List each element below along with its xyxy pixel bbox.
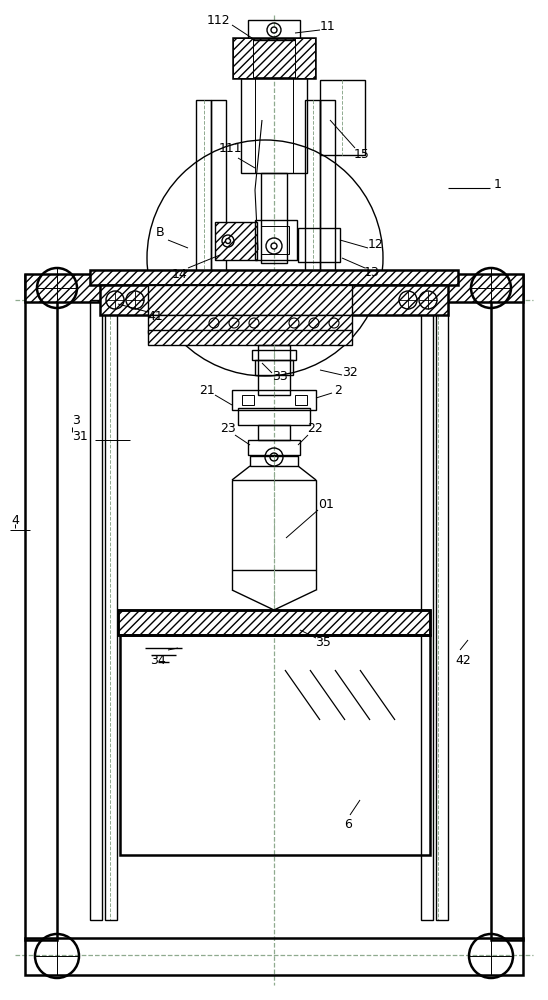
Bar [421, 300, 433, 920]
Bar [295, 38, 315, 78]
Bar [148, 315, 352, 333]
Bar [248, 440, 300, 455]
Bar [90, 300, 102, 920]
Text: 13: 13 [364, 265, 380, 278]
Text: 11: 11 [320, 20, 336, 33]
Bar [261, 226, 289, 254]
Bar [233, 38, 253, 78]
Bar [118, 610, 430, 635]
Bar [436, 300, 448, 920]
Bar [298, 228, 340, 262]
Bar [215, 222, 257, 260]
Bar [248, 20, 300, 40]
Bar [233, 38, 315, 78]
Bar [90, 270, 458, 285]
Bar [232, 480, 316, 570]
Bar [305, 100, 320, 300]
Bar [241, 78, 307, 173]
Text: 14: 14 [172, 268, 188, 282]
Text: 2: 2 [334, 383, 342, 396]
Bar [261, 173, 287, 263]
Bar [118, 610, 430, 635]
Text: 15: 15 [354, 148, 370, 161]
Bar [255, 360, 293, 375]
Bar [491, 275, 523, 940]
Bar [232, 390, 316, 410]
Text: B: B [156, 227, 164, 239]
Text: 23: 23 [220, 422, 236, 434]
Circle shape [225, 238, 231, 243]
Bar [255, 220, 297, 260]
Text: 32: 32 [342, 365, 358, 378]
Bar [25, 938, 523, 975]
Bar [148, 285, 352, 315]
Text: 31: 31 [72, 430, 88, 444]
Bar [25, 275, 57, 940]
Bar [148, 330, 352, 345]
Text: 35: 35 [315, 636, 331, 648]
Bar [295, 395, 307, 405]
Text: 3: 3 [72, 414, 80, 426]
Text: 112: 112 [206, 13, 230, 26]
Circle shape [271, 27, 277, 33]
Bar [25, 274, 523, 302]
Text: 1: 1 [494, 178, 502, 192]
Text: 6: 6 [344, 818, 352, 832]
Bar [320, 80, 365, 155]
Bar [252, 350, 296, 360]
Text: 42: 42 [455, 654, 471, 666]
Circle shape [271, 243, 277, 249]
Bar [258, 345, 290, 395]
Bar [211, 100, 226, 300]
Text: 111: 111 [218, 141, 242, 154]
Text: 41: 41 [147, 310, 163, 322]
Text: 12: 12 [368, 237, 384, 250]
Text: 4: 4 [11, 514, 19, 526]
Bar [320, 100, 335, 300]
Bar [258, 425, 290, 440]
Text: 01: 01 [318, 498, 334, 512]
Bar [242, 395, 254, 405]
Bar [105, 300, 117, 920]
Bar [120, 635, 430, 855]
Bar [250, 456, 298, 466]
Bar [100, 285, 448, 315]
Text: 21: 21 [199, 383, 215, 396]
Text: 34: 34 [150, 654, 166, 666]
Text: 33: 33 [272, 369, 288, 382]
Bar [238, 408, 310, 425]
Bar [196, 100, 211, 300]
Text: 22: 22 [307, 422, 323, 434]
